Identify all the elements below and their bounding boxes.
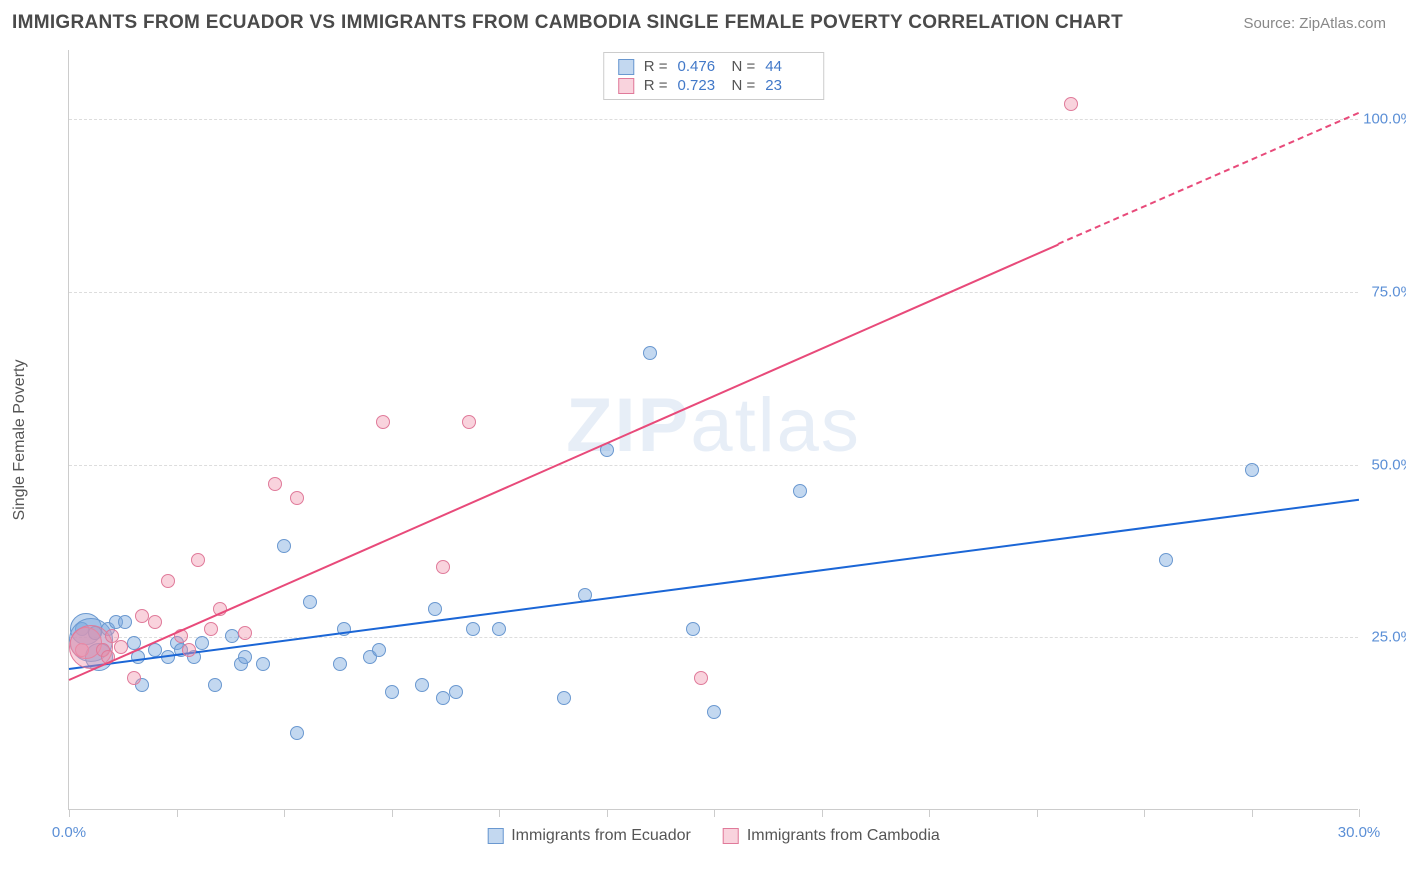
x-tick: [392, 809, 393, 817]
scatter-point-cambodia: [114, 640, 128, 654]
x-tick: [1144, 809, 1145, 817]
y-tick-label: 100.0%: [1363, 111, 1406, 128]
scatter-point-ecuador: [557, 691, 571, 705]
scatter-point-cambodia: [204, 622, 218, 636]
plot-area: ZIPatlas R =0.476N =44R =0.723N =23 Immi…: [68, 50, 1358, 810]
x-tick: [177, 809, 178, 817]
y-axis-title: Single Female Poverty: [11, 360, 29, 521]
legend-stat-row-cambodia: R = 0.723 N = 23: [618, 76, 810, 95]
legend-swatch-ecuador: [618, 59, 634, 75]
legend-swatch-cambodia: [618, 78, 634, 94]
scatter-point-cambodia: [436, 560, 450, 574]
scatter-point-ecuador: [793, 484, 807, 498]
x-tick: [1359, 809, 1360, 817]
x-tick: [714, 809, 715, 817]
gridline-h: [69, 637, 1358, 638]
scatter-point-cambodia: [127, 671, 141, 685]
x-tick: [1252, 809, 1253, 817]
scatter-point-cambodia: [191, 553, 205, 567]
chart-title: IMMIGRANTS FROM ECUADOR VS IMMIGRANTS FR…: [12, 12, 1123, 34]
r-value: 0.723: [678, 77, 722, 94]
legend-label: Immigrants from Ecuador: [511, 827, 691, 845]
x-tick: [929, 809, 930, 817]
scatter-point-ecuador: [303, 595, 317, 609]
scatter-point-cambodia: [182, 643, 196, 657]
x-tick: [284, 809, 285, 817]
legend-stat-row-ecuador: R = 0.476 N = 44: [618, 57, 810, 76]
x-tick-label: 0.0%: [52, 824, 86, 841]
legend-item-ecuador: Immigrants from Ecuador: [487, 827, 691, 845]
trend-line-ecuador: [69, 499, 1359, 670]
y-tick-label: 50.0%: [1371, 456, 1406, 473]
x-tick: [822, 809, 823, 817]
scatter-point-cambodia: [135, 609, 149, 623]
scatter-point-ecuador: [436, 691, 450, 705]
r-value: 0.476: [678, 58, 722, 75]
scatter-point-cambodia: [148, 615, 162, 629]
x-tick: [1037, 809, 1038, 817]
chart-header: IMMIGRANTS FROM ECUADOR VS IMMIGRANTS FR…: [0, 0, 1406, 42]
scatter-point-ecuador: [415, 678, 429, 692]
gridline-h: [69, 119, 1358, 120]
x-tick: [69, 809, 70, 817]
scatter-point-cambodia: [462, 415, 476, 429]
scatter-point-cambodia: [1064, 97, 1078, 111]
legend-item-cambodia: Immigrants from Cambodia: [723, 827, 940, 845]
scatter-point-ecuador: [492, 622, 506, 636]
chart-container: Single Female Poverty ZIPatlas R =0.476N…: [48, 50, 1388, 830]
watermark-zip: ZIP: [566, 383, 690, 468]
scatter-point-cambodia: [238, 626, 252, 640]
trend-line-dash-cambodia: [1058, 112, 1360, 245]
scatter-point-cambodia: [161, 574, 175, 588]
legend-label: Immigrants from Cambodia: [747, 827, 940, 845]
scatter-point-cambodia: [694, 671, 708, 685]
trend-line-cambodia: [69, 244, 1059, 681]
scatter-point-ecuador: [290, 726, 304, 740]
scatter-point-ecuador: [686, 622, 700, 636]
scatter-point-ecuador: [385, 685, 399, 699]
gridline-h: [69, 292, 1358, 293]
n-label: N =: [732, 77, 756, 94]
series-legend: Immigrants from Ecuador Immigrants from C…: [487, 827, 940, 845]
scatter-point-ecuador: [277, 539, 291, 553]
scatter-point-ecuador: [449, 685, 463, 699]
legend-swatch-ecuador: [487, 828, 503, 844]
x-tick: [499, 809, 500, 817]
source-attribution: Source: ZipAtlas.com: [1243, 15, 1386, 32]
x-tick-label: 30.0%: [1338, 824, 1381, 841]
legend-swatch-cambodia: [723, 828, 739, 844]
scatter-point-ecuador: [428, 602, 442, 616]
y-tick-label: 25.0%: [1371, 629, 1406, 646]
r-label: R =: [644, 58, 668, 75]
r-label: R =: [644, 77, 668, 94]
scatter-point-ecuador: [707, 705, 721, 719]
scatter-point-cambodia: [376, 415, 390, 429]
scatter-point-ecuador: [256, 657, 270, 671]
n-label: N =: [732, 58, 756, 75]
n-value: 44: [765, 58, 809, 75]
scatter-point-ecuador: [195, 636, 209, 650]
scatter-point-ecuador: [208, 678, 222, 692]
scatter-point-ecuador: [466, 622, 480, 636]
scatter-point-ecuador: [1159, 553, 1173, 567]
y-tick-label: 75.0%: [1371, 283, 1406, 300]
x-tick: [607, 809, 608, 817]
scatter-point-ecuador: [372, 643, 386, 657]
scatter-point-ecuador: [333, 657, 347, 671]
n-value: 23: [765, 77, 809, 94]
gridline-h: [69, 465, 1358, 466]
scatter-point-ecuador: [643, 346, 657, 360]
scatter-point-ecuador: [1245, 463, 1259, 477]
scatter-point-ecuador: [238, 650, 252, 664]
scatter-point-ecuador: [225, 629, 239, 643]
scatter-point-cambodia: [268, 477, 282, 491]
scatter-point-cambodia: [290, 491, 304, 505]
scatter-point-ecuador: [118, 615, 132, 629]
correlation-legend: R = 0.476 N = 44 R = 0.723 N = 23: [603, 52, 825, 100]
